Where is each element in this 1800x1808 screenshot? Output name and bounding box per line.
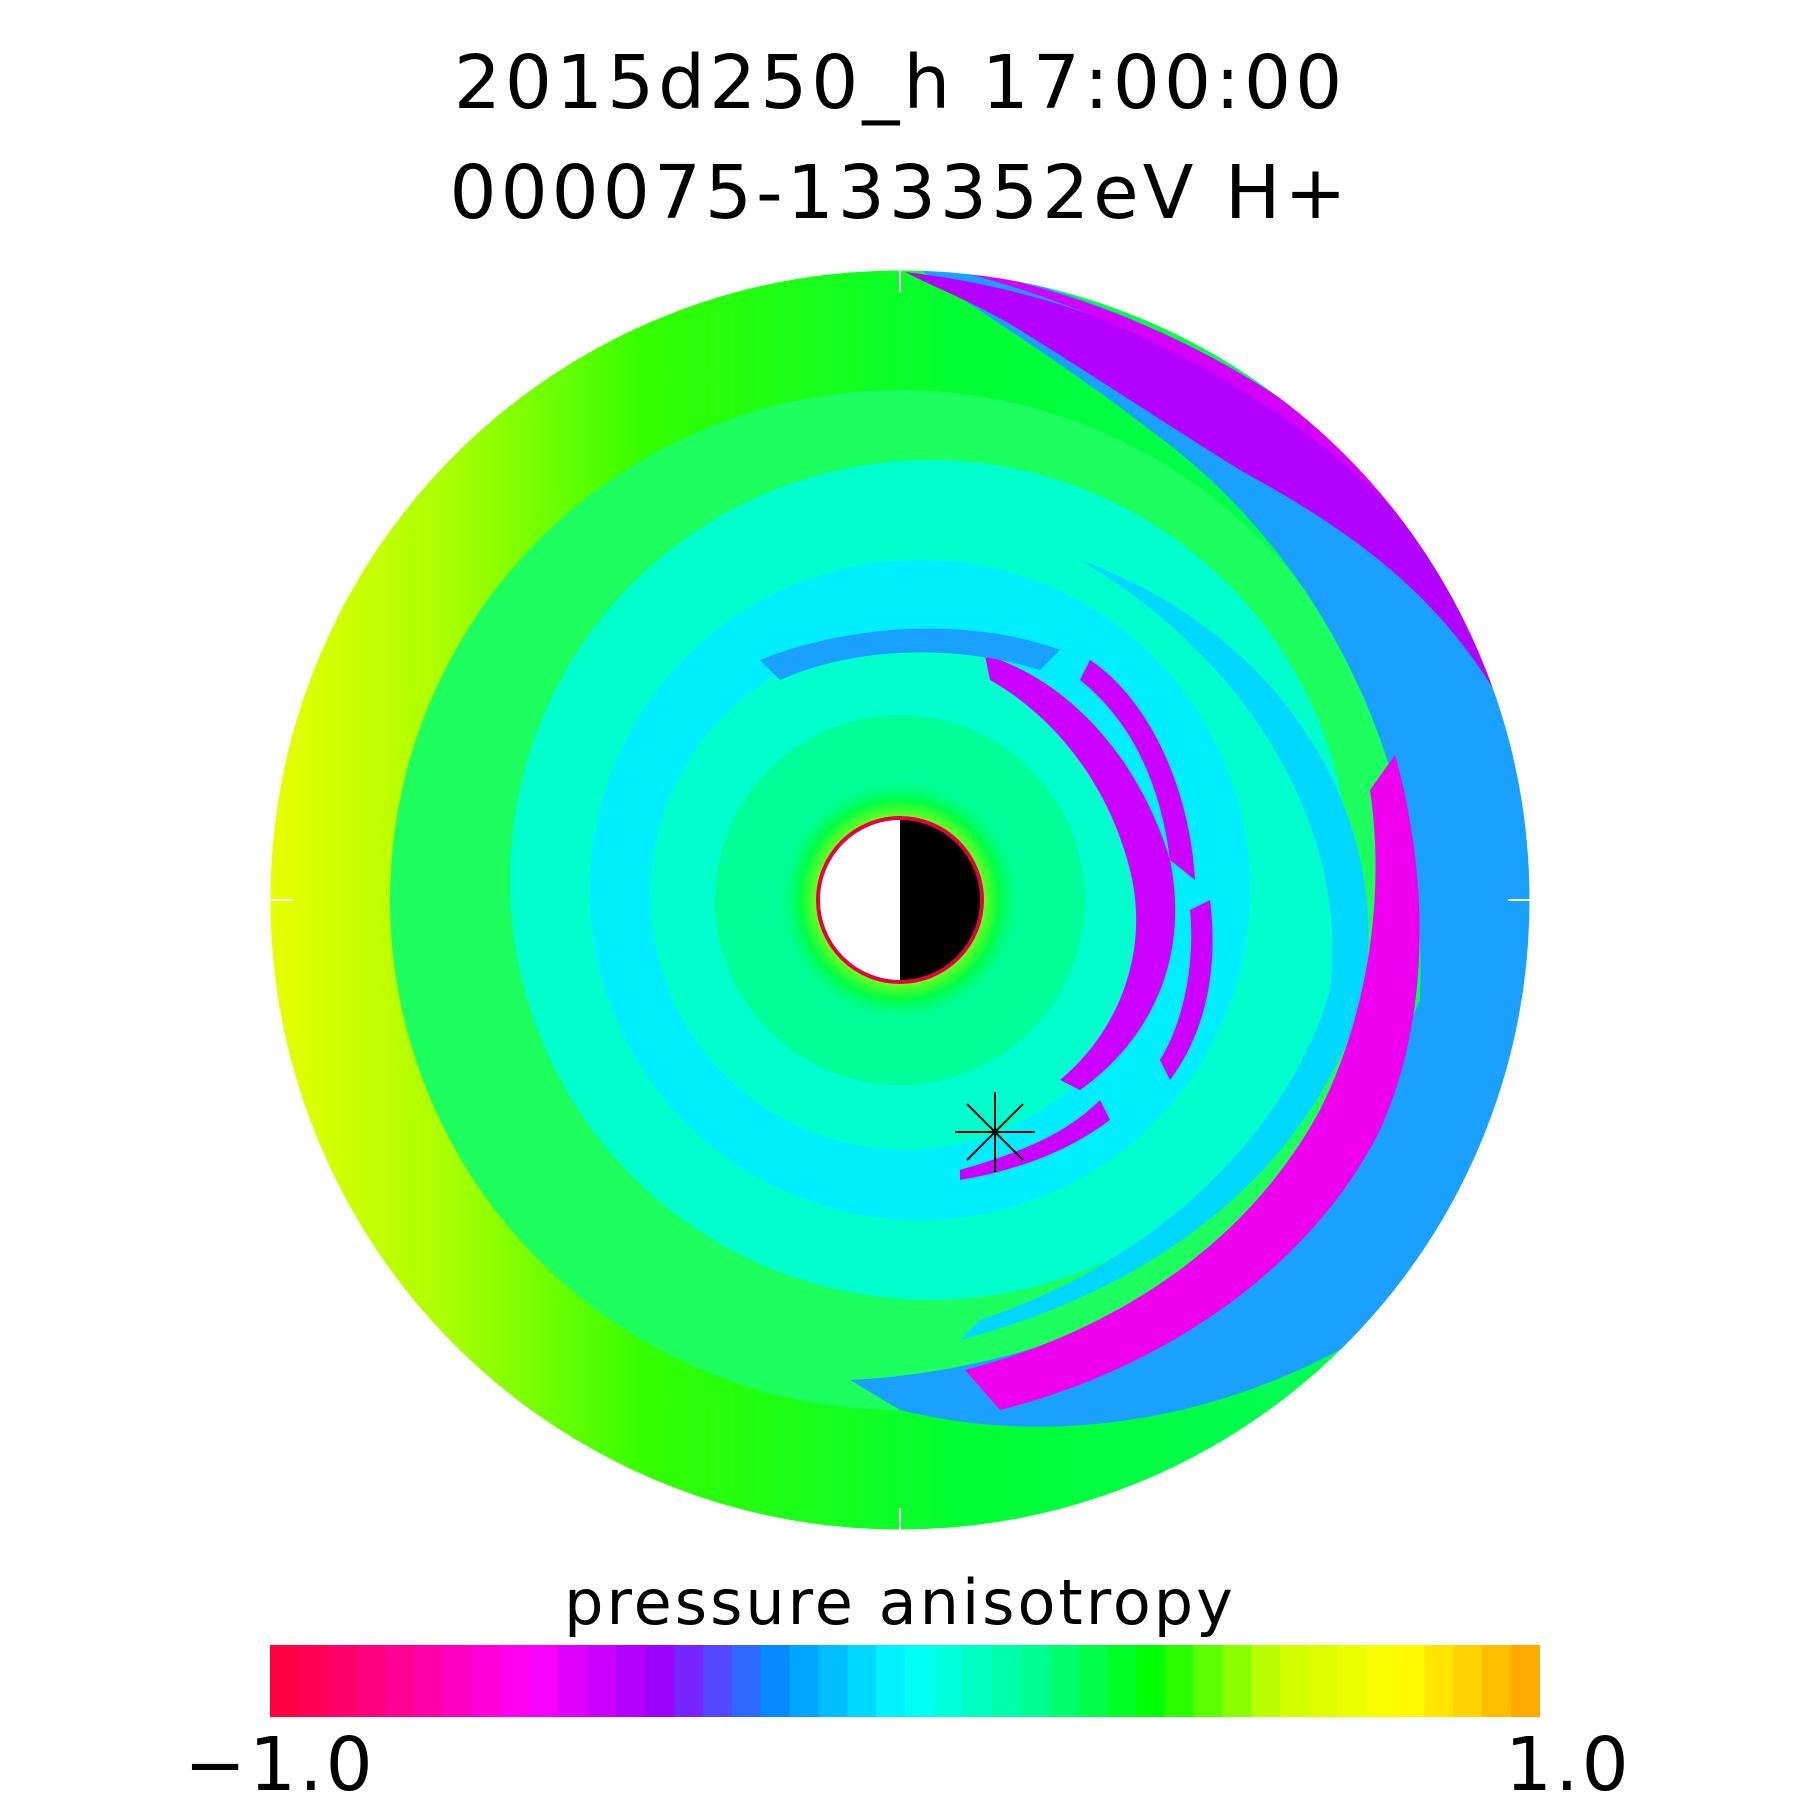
colorbar-step: [1453, 1645, 1483, 1717]
plot-title-line-2: 000075-133352eV H+: [449, 150, 1351, 236]
colorbar-max-tick-label: 1.0: [1505, 1722, 1632, 1808]
colorbar-step: [760, 1645, 791, 1717]
colorbar-step: [991, 1645, 1022, 1717]
satellite-position-asterisk-icon: [955, 1092, 1035, 1172]
colorbar-min-tick-label: −1.0: [184, 1722, 376, 1808]
colorbar-step: [1280, 1645, 1310, 1717]
colorbar-step: [1107, 1645, 1137, 1717]
colorbar-step: [270, 1645, 300, 1717]
colorbar-step: [443, 1645, 473, 1717]
colorbar-step: [385, 1645, 415, 1717]
inner-magenta-streak-4: [960, 1100, 1110, 1180]
inner-magenta-streak-1: [985, 655, 1176, 1090]
inner-blue-streak: [760, 628, 1060, 680]
colorbar-step: [1135, 1645, 1166, 1717]
colorbar-step: [616, 1645, 646, 1717]
colorbar-step: [731, 1645, 762, 1717]
colorbar-step: [558, 1645, 589, 1717]
colorbar-step: [1337, 1645, 1368, 1717]
colorbar-step: [933, 1645, 964, 1717]
planet-icon: [816, 816, 984, 984]
colorbar: [270, 1645, 1540, 1717]
colorbar-step: [529, 1645, 560, 1717]
colorbar-step: [847, 1645, 877, 1717]
colorbar-step: [1482, 1645, 1512, 1717]
colorbar-step: [702, 1645, 733, 1717]
colorbar-step: [414, 1645, 444, 1717]
colorbar-step: [327, 1645, 358, 1717]
colorbar-step: [1222, 1645, 1252, 1717]
colorbar-step: [1424, 1645, 1455, 1717]
colorbar-step: [674, 1645, 704, 1717]
colorbar-step: [789, 1645, 820, 1717]
colorbar-step: [587, 1645, 617, 1717]
colorbar-step: [1049, 1645, 1079, 1717]
plot-title-line-1: 2015d250_h 17:00:00: [453, 40, 1347, 126]
colorbar-step: [876, 1645, 906, 1717]
colorbar-step: [298, 1645, 329, 1717]
colorbar-label: pressure anisotropy: [564, 1566, 1236, 1639]
lower-magenta-arc: [965, 755, 1420, 1410]
inner-magenta-streak-3: [1160, 900, 1213, 1080]
colorbar-step: [1020, 1645, 1050, 1717]
colorbar-step: [356, 1645, 387, 1717]
colorbar-step: [818, 1645, 848, 1717]
colorbar-step: [645, 1645, 675, 1717]
colorbar-step: [500, 1645, 531, 1717]
colorbar-step: [472, 1645, 502, 1717]
colorbar-step: [1366, 1645, 1397, 1717]
colorbar-step: [962, 1645, 993, 1717]
colorbar-step: [1164, 1645, 1195, 1717]
cyan-band-region: [960, 560, 1369, 1340]
colorbar-step: [905, 1645, 935, 1717]
colorbar-step: [1251, 1645, 1281, 1717]
colorbar-step: [1395, 1645, 1426, 1717]
colorbar-step: [1511, 1645, 1540, 1717]
inner-magenta-streak-2: [1080, 660, 1195, 880]
colorbar-step: [1193, 1645, 1224, 1717]
colorbar-step: [1078, 1645, 1108, 1717]
colorbar-step: [1309, 1645, 1339, 1717]
